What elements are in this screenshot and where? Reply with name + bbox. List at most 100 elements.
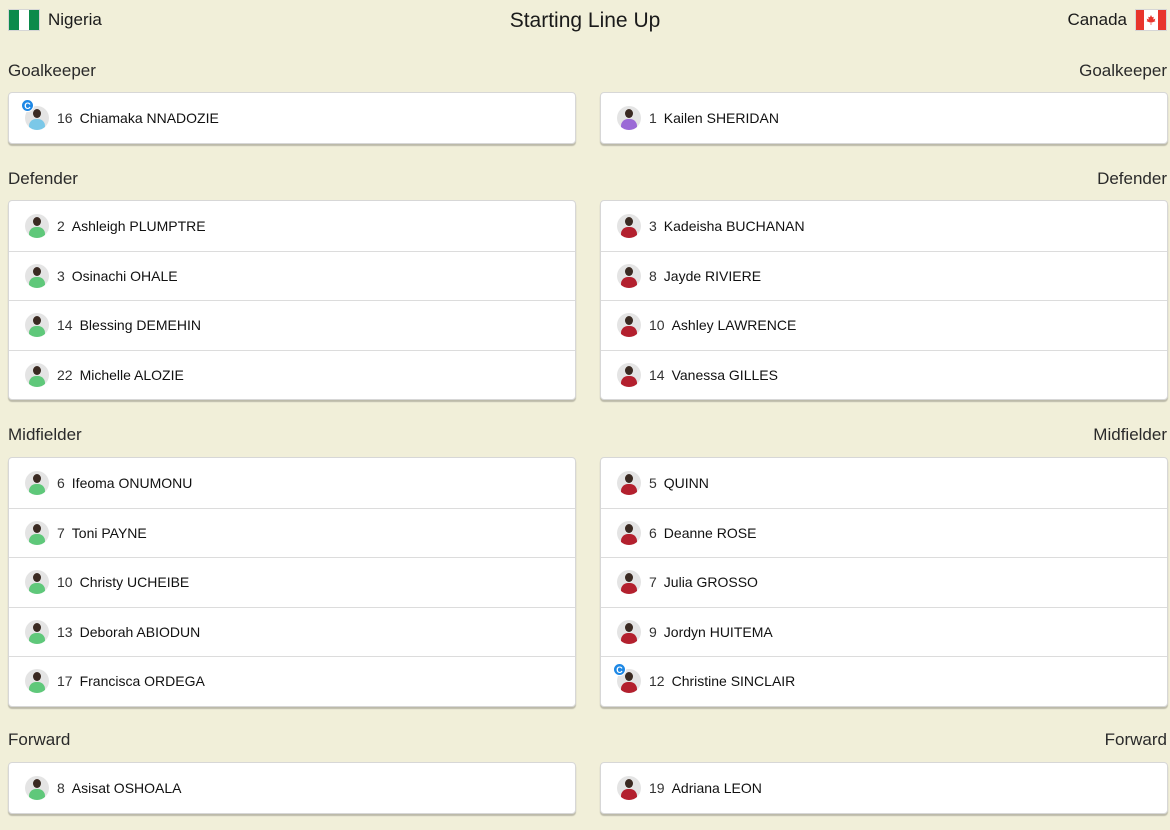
player-number: 14 xyxy=(57,317,73,334)
away-midfielder-card: 5 QUINN 6 Deanne ROSE 7 Julia GROSSO 9 Jordyn H… xyxy=(600,457,1168,707)
player-number: 9 xyxy=(649,623,657,640)
captain-badge-icon: C xyxy=(613,663,626,676)
player-avatar xyxy=(617,362,641,387)
home-forward-card: 8 Asisat OSHOALA xyxy=(8,762,576,814)
lineup-header: Nigeria Starting Line Up Canada xyxy=(0,0,1170,44)
player-row[interactable]: 3 Kadeisha BUCHANAN xyxy=(601,201,1167,251)
player-number: 3 xyxy=(649,217,657,234)
player-name: Jordyn HUITEMA xyxy=(663,623,773,640)
player-number: 1 xyxy=(649,109,657,126)
player-name: Ashley LAWRENCE xyxy=(671,317,797,334)
player-number: 12 xyxy=(649,673,665,690)
away-forward-heading: Forward xyxy=(1104,730,1167,749)
player-name: Osinachi OHALE xyxy=(71,267,178,284)
player-name: Blessing DEMEHIN xyxy=(79,317,201,334)
canada-flag-icon xyxy=(1135,9,1167,31)
player-row[interactable]: 10 Christy UCHEIBE xyxy=(9,557,575,607)
nigeria-flag-icon xyxy=(8,9,40,31)
player-number: 3 xyxy=(57,267,65,284)
player-name: Asisat OSHOALA xyxy=(71,779,182,796)
player-avatar xyxy=(617,470,641,495)
player-row[interactable]: 7 Toni PAYNE xyxy=(9,507,575,558)
home-defender-card: 2 Ashleigh PLUMPTRE 3 Osinachi OHALE 14 Bless… xyxy=(8,200,576,400)
player-row[interactable]: 17 Francisca ORDEGA xyxy=(9,656,575,706)
player-avatar xyxy=(617,263,641,288)
player-number: 10 xyxy=(57,574,73,591)
player-name: Kailen SHERIDAN xyxy=(663,109,779,126)
home-goalkeeper-heading: Goalkeeper xyxy=(8,61,96,80)
player-row[interactable]: 19 Adriana LEON xyxy=(601,763,1167,813)
player-row[interactable]: C 12 Christine SINCLAIR xyxy=(601,656,1167,706)
away-defender-card: 3 Kadeisha BUCHANAN 8 Jayde RIVIERE 10 Ashley… xyxy=(600,200,1168,400)
player-row[interactable]: 14 Vanessa GILLES xyxy=(601,349,1167,400)
home-team[interactable]: Nigeria xyxy=(8,9,102,31)
player-row[interactable]: 8 Asisat OSHOALA xyxy=(9,763,575,813)
player-number: 7 xyxy=(649,574,657,591)
player-avatar xyxy=(25,669,49,694)
player-name: Julia GROSSO xyxy=(663,574,758,591)
home-forward-heading: Forward xyxy=(8,730,71,749)
player-row[interactable]: 13 Deborah ABIODUN xyxy=(9,606,575,657)
player-avatar xyxy=(25,313,49,338)
player-row[interactable]: 10 Ashley LAWRENCE xyxy=(601,300,1167,350)
player-number: 8 xyxy=(649,267,657,284)
player-avatar xyxy=(617,105,641,130)
player-name: Christy UCHEIBE xyxy=(79,574,190,591)
player-row[interactable]: 14 Blessing DEMEHIN xyxy=(9,300,575,350)
player-number: 17 xyxy=(57,673,73,690)
player-avatar xyxy=(617,775,641,800)
home-team-name: Nigeria xyxy=(48,10,102,29)
away-team-name: Canada xyxy=(1067,10,1127,29)
player-avatar xyxy=(617,520,641,545)
player-number: 6 xyxy=(649,524,657,541)
player-number: 5 xyxy=(649,474,657,491)
captain-badge-icon: C xyxy=(21,99,34,112)
away-midfielder-heading: Midfielder xyxy=(1093,425,1167,444)
home-goalkeeper-card: C 16 Chiamaka NNADOZIE xyxy=(8,92,576,144)
player-number: 7 xyxy=(57,524,65,541)
player-row[interactable]: 3 Osinachi OHALE xyxy=(9,250,575,301)
player-number: 10 xyxy=(649,317,665,334)
player-avatar xyxy=(25,213,49,238)
player-number: 14 xyxy=(649,366,665,383)
player-name: Ashleigh PLUMPTRE xyxy=(71,217,206,234)
away-goalkeeper-heading: Goalkeeper xyxy=(1079,61,1167,80)
player-row[interactable]: 5 QUINN xyxy=(601,458,1167,508)
player-name: Ifeoma ONUMONU xyxy=(71,474,193,491)
player-row[interactable]: 9 Jordyn HUITEMA xyxy=(601,606,1167,657)
player-row[interactable]: 8 Jayde RIVIERE xyxy=(601,250,1167,301)
page-title: Starting Line Up xyxy=(509,9,661,32)
player-avatar xyxy=(25,263,49,288)
player-avatar xyxy=(25,520,49,545)
player-name: Toni PAYNE xyxy=(71,524,147,541)
player-row[interactable]: 2 Ashleigh PLUMPTRE xyxy=(9,201,575,251)
player-name: Deborah ABIODUN xyxy=(79,623,201,640)
away-team[interactable]: Canada xyxy=(1067,9,1167,31)
player-name: Adriana LEON xyxy=(671,779,762,796)
player-name: Michelle ALOZIE xyxy=(79,366,184,383)
player-row[interactable]: 7 Julia GROSSO xyxy=(601,557,1167,607)
player-number: 22 xyxy=(57,366,73,383)
player-avatar xyxy=(617,619,641,644)
player-name: Francisca ORDEGA xyxy=(79,673,205,690)
player-row[interactable]: C 16 Chiamaka NNADOZIE xyxy=(9,93,575,143)
player-row[interactable]: 6 Ifeoma ONUMONU xyxy=(9,458,575,508)
home-midfielder-card: 6 Ifeoma ONUMONU 7 Toni PAYNE 10 Christy UCHE… xyxy=(8,457,576,707)
player-avatar xyxy=(617,570,641,595)
player-name: Jayde RIVIERE xyxy=(663,267,762,284)
away-forward-card: 19 Adriana LEON xyxy=(600,762,1168,814)
player-row[interactable]: 6 Deanne ROSE xyxy=(601,507,1167,558)
home-defender-heading: Defender xyxy=(8,169,78,188)
player-avatar xyxy=(617,313,641,338)
player-name: Deanne ROSE xyxy=(663,524,757,541)
player-row[interactable]: 22 Michelle ALOZIE xyxy=(9,349,575,400)
player-avatar xyxy=(25,570,49,595)
player-avatar xyxy=(617,213,641,238)
player-number: 13 xyxy=(57,623,73,640)
player-name: Vanessa GILLES xyxy=(671,366,778,383)
player-name: QUINN xyxy=(663,474,709,491)
player-row[interactable]: 1 Kailen SHERIDAN xyxy=(601,93,1167,143)
away-goalkeeper-card: 1 Kailen SHERIDAN xyxy=(600,92,1168,144)
player-name: Kadeisha BUCHANAN xyxy=(663,217,805,234)
